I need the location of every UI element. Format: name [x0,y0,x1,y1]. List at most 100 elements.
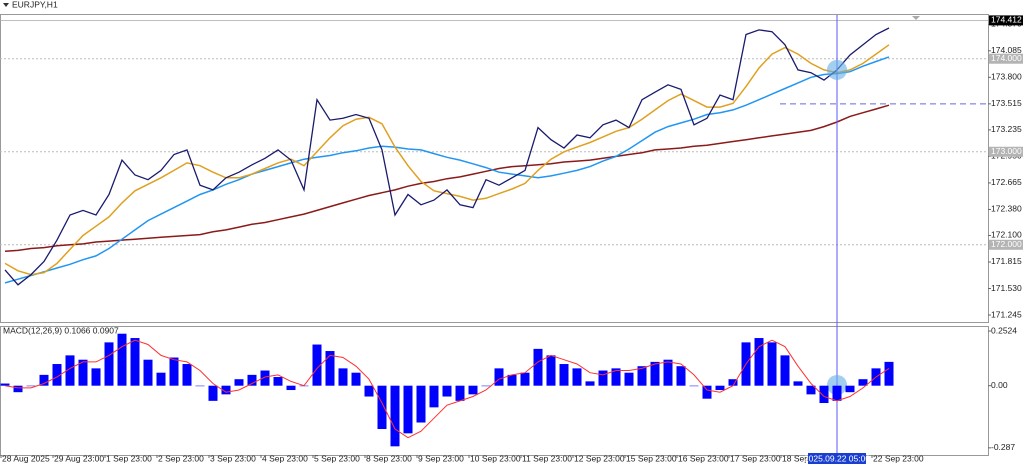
cursor-dot [827,375,847,395]
macd-bar [715,385,725,391]
y-tick-label: 173.515 [991,98,1022,108]
macd-bar [819,385,829,404]
price-panel [0,14,989,323]
x-tick-label: 3 Sep 23:00 [210,453,256,463]
x-tick-label: 1 Sep 23:00 [106,453,152,463]
level-label: 173.000 [991,146,1022,156]
menu-arrow[interactable] [3,3,9,7]
macd-bar [611,368,621,386]
cursor-label-box [808,453,866,464]
macd-bar [169,357,179,386]
macd-bar [442,385,452,397]
x-tick-label: 16 Sep 23:00 [678,453,729,463]
x-tick-label: 10 Sep 23:00 [470,453,521,463]
macd-bar [468,385,478,395]
macd-panel [0,326,989,456]
macd-bar [377,385,387,430]
x-tick-label: 18 Sep 23:00 [782,453,833,463]
macd-bar [429,385,439,408]
price-line [4,44,890,276]
x-tick-label: 9 Sep 23:00 [418,453,464,463]
macd-bar [858,379,868,386]
macd-bar [416,385,426,423]
macd-bar [260,370,270,386]
x-tick-label: 29 Aug 23:00 [54,453,104,463]
macd-bar [13,385,23,393]
macd-bar [39,374,49,386]
current-price-label: 174.412 [991,15,1022,25]
y-tick-label: 172.100 [991,230,1022,240]
macd-bar [780,355,790,386]
macd-bar [312,344,322,386]
x-tick-label: 12 Sep 23:00 [574,453,625,463]
macd-bar [351,372,361,386]
current-price-box [989,15,1023,26]
level-label: 172.000 [991,239,1022,249]
macd-bar [572,368,582,386]
price-line [4,104,890,253]
y-tick-label: 0.00 [991,380,1008,390]
macd-bar [585,381,595,386]
macd-bar [598,370,608,386]
macd-bar [793,381,803,386]
macd-bar [364,385,374,397]
macd-bar [884,361,894,386]
price-line [4,27,890,286]
macd-bar [650,361,660,386]
macd-bar [845,385,855,393]
macd-bar [221,385,231,395]
macd-bar [806,385,816,395]
macd-bar [507,374,517,386]
macd-bar [143,359,153,386]
x-tick-label: 4 Sep 23:00 [262,453,308,463]
macd-bar [754,338,764,386]
macd-bar [117,333,127,386]
chart-title: EURJPY,H1 [12,0,58,9]
x-tick-label: 5 Sep 23:00 [314,453,360,463]
level-box [989,53,1023,64]
price-line [4,56,890,284]
y-tick-label: 173.800 [991,72,1022,82]
y-tick-label: 174.085 [991,45,1022,55]
x-tick-label: 28 Aug 2025 [2,453,50,463]
level-box [989,146,1023,157]
macd-bar [104,342,114,386]
macd-bar [624,372,634,386]
y-tick-label: 171.530 [991,283,1022,293]
macd-bar [390,385,400,447]
x-tick-label: 2 Sep 23:00 [158,453,204,463]
macd-bar [520,372,530,386]
macd-bar [78,359,88,386]
macd-bar [676,366,686,386]
cursor-dot [827,59,847,80]
macd-bar [546,355,556,386]
macd-bar [403,385,413,434]
macd-bar [52,364,62,386]
level-box [989,239,1023,250]
macd-bar [325,351,335,386]
macd-bar [247,374,257,386]
y-tick-label: 171.245 [991,309,1022,319]
x-tick-label: 15 Sep 23:00 [626,453,677,463]
macd-bar [286,385,296,391]
macd-bar [0,383,10,386]
macd-bar [702,385,712,399]
macd-bar [208,385,218,401]
macd-bar [273,377,283,386]
macd-bar [26,385,36,387]
y-tick-label: 173.235 [991,124,1022,134]
macd-bar [182,364,192,386]
macd-bar [455,385,465,401]
macd-bar [130,338,140,386]
macd-title: MACD(12,26,9) 0.1066 0.0907 [3,325,119,335]
macd-bar [832,385,842,401]
macd-bar [91,368,101,386]
y-tick-label: 0.2524 [991,325,1017,335]
x-tick-label: 8 Sep 23:00 [366,453,412,463]
x-tick-label: 2025.09.22 05:00 [804,453,870,463]
macd-bar [481,385,491,387]
macd-bar [533,348,543,386]
macd-bar [65,355,75,386]
